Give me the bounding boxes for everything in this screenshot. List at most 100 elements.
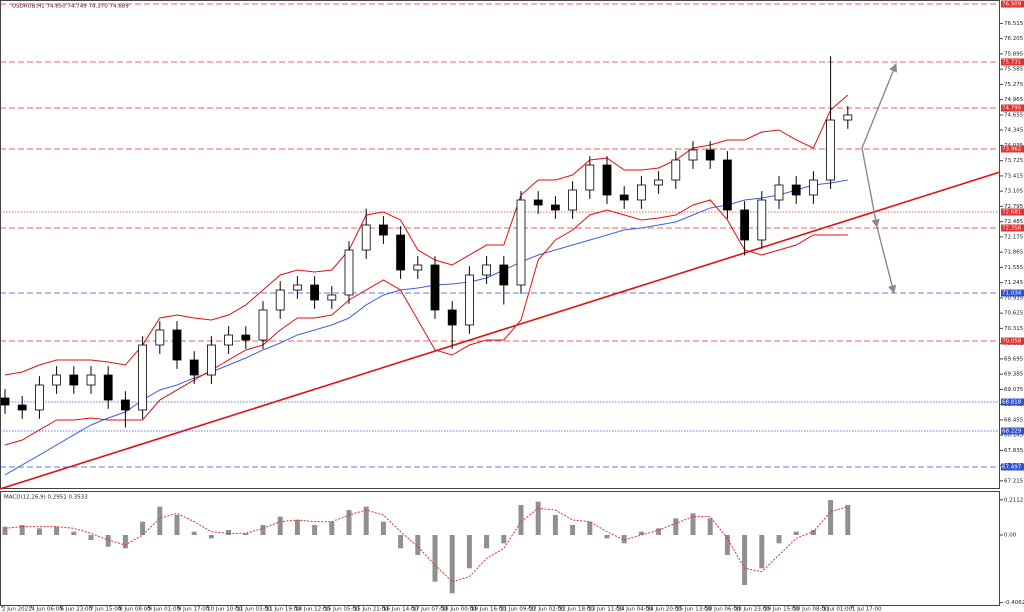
candle-body [361,224,371,251]
x-tick-label: 9 Jun 01:00 [149,607,181,612]
x-tick-label: 1 Jul 01:00 [823,607,853,612]
macd-bar [638,531,644,535]
y2-tick-label: 0.00 [1004,533,1017,539]
x-tick-label: 30 Jun 08:00 [793,607,828,612]
level-label: 67.497 [1002,465,1022,471]
macd-bar [294,520,300,535]
y-tick-label: 67.215 [1004,478,1024,484]
level-label-box [1001,208,1024,216]
macd-bar [570,525,576,535]
candle-body [413,264,423,271]
candle-body [430,264,440,311]
candle-body [585,164,595,191]
candle-body [757,199,767,241]
y-tick-label: 68.455 [1004,417,1024,423]
candle-body [619,194,629,201]
level-label-box [1001,463,1024,471]
level-label-box [1001,337,1024,345]
x-tick-label: 24 Jun 20:00 [647,607,682,612]
candle-body [310,284,320,301]
level-label: 72.681 [1002,210,1021,216]
candle-body [568,189,577,211]
y-tick-label: 75.275 [1004,82,1024,88]
candle-body [671,159,681,181]
candle-body [206,344,216,376]
arrow [861,63,898,149]
macd-bar [501,535,507,544]
candle-body [275,289,285,311]
x-tick-label: 24 Jun 04:00 [618,607,653,612]
main-panel-frame [0,0,1000,489]
y-tick-label: 75.895 [1004,51,1024,57]
y-tick-label: 75.585 [1004,67,1024,73]
macd-bar [415,535,421,555]
x-tick-label: 18 Jun 00:00 [442,607,477,612]
candle-body [516,199,526,286]
x-tick-label: 23 Jun 11:00 [588,607,623,612]
candle-body [241,334,251,341]
y-tick-label: 73.415 [1004,173,1024,179]
y-tick-label: 74.965 [1004,97,1024,103]
candle-body [86,374,96,386]
y-tick-label: 76.515 [1004,21,1024,27]
y-tick-label: 71.555 [1004,265,1024,271]
candle-body [69,374,79,386]
x-tick-label: 16 Jun 14:00 [383,607,418,612]
x-tick-label: 14 Jun 12:00 [295,607,330,612]
x-tick-label: 1 Jul 17:00 [852,607,882,612]
x-tick-label: 28 Jun 06:00 [705,607,740,612]
chart-title: USDRUB,H1 74.650 74.749 74.370 74.689 [12,4,129,10]
macd-bar [88,535,94,540]
level-label: 73.962 [1002,146,1021,152]
y-tick-label: 68.145 [1004,433,1024,439]
x-tick-label: 15 Jun 21:00 [354,607,389,612]
y-tick-label: 69.695 [1004,356,1024,362]
y-tick-label: 72.485 [1004,219,1024,225]
macd-bar [329,521,335,535]
x-tick-label: 10 Jun 10:00 [207,607,242,612]
macd-bar [363,506,369,535]
candle-body [344,249,354,296]
y-tick-label: 72.175 [1004,234,1024,240]
y-tick-label: 73.105 [1004,189,1024,195]
x-tick-label: 17 Jun 07:00 [412,607,447,612]
candle-body [327,294,337,301]
candle-body [121,399,130,411]
macd-bar [759,535,765,569]
macd-bar [776,535,782,544]
y-tick-label: 72.795 [1004,204,1024,210]
candle-body [637,184,646,201]
macd-panel-frame [0,491,1000,606]
level-label-box [1001,58,1024,66]
lower-band [4,199,848,446]
level-label-box [1001,0,1024,8]
macd-bar [810,530,816,535]
macd-bar [208,535,214,539]
macd-bar [793,531,799,535]
macd-bar [174,515,180,535]
macd-bar [621,535,627,544]
macd-bar [312,525,318,535]
macd-bar [690,513,696,535]
macd-bar [724,535,730,555]
macd-bar [535,501,541,535]
macd-bar [845,505,851,535]
macd-bar [432,535,438,582]
y-tick-label: 73.725 [1004,158,1024,164]
x-tick-label: 9 Jun 17:00 [178,607,210,612]
candle-body [224,334,234,346]
level-label: 76.909 [1002,2,1022,8]
macd-bar [36,528,42,535]
candle-body [826,119,835,181]
level-label-box [1001,224,1024,232]
candle-body [705,149,715,161]
macd-bar [157,506,163,535]
candle-body [533,199,543,206]
x-tick-label: 22 Jun 18:00 [559,607,594,612]
candle-body [52,374,61,386]
macd-bar [2,526,8,535]
level-label-box [1001,427,1024,435]
level-label: 68.818 [1002,400,1022,406]
candle-body [447,309,457,326]
